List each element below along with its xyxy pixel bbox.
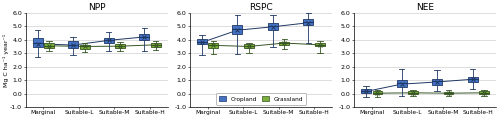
Bar (232, 25, 242, 34)
Bar (268, 23, 278, 30)
Bar (361, 89, 371, 93)
Bar (432, 79, 442, 85)
Bar (140, 34, 149, 40)
Bar (315, 43, 325, 46)
Bar (115, 44, 125, 48)
Bar (280, 42, 289, 45)
Bar (32, 38, 42, 47)
Bar (197, 39, 207, 44)
Bar (68, 41, 78, 48)
Bar (244, 44, 254, 48)
Title: RSPC: RSPC (249, 3, 272, 12)
Bar (80, 45, 90, 49)
Bar (304, 19, 314, 25)
Bar (372, 91, 382, 94)
Bar (396, 80, 406, 87)
Bar (208, 43, 218, 48)
Legend: Cropland, Grassland: Cropland, Grassland (216, 93, 306, 105)
Title: NEE: NEE (416, 3, 434, 12)
Y-axis label: Mg C ha⁻¹ year⁻¹: Mg C ha⁻¹ year⁻¹ (3, 33, 9, 87)
Bar (44, 43, 54, 48)
Bar (408, 91, 418, 94)
Bar (468, 77, 477, 82)
Bar (150, 43, 160, 47)
Bar (444, 92, 454, 94)
Title: NPP: NPP (88, 3, 106, 12)
Bar (104, 38, 114, 43)
Bar (479, 91, 489, 94)
